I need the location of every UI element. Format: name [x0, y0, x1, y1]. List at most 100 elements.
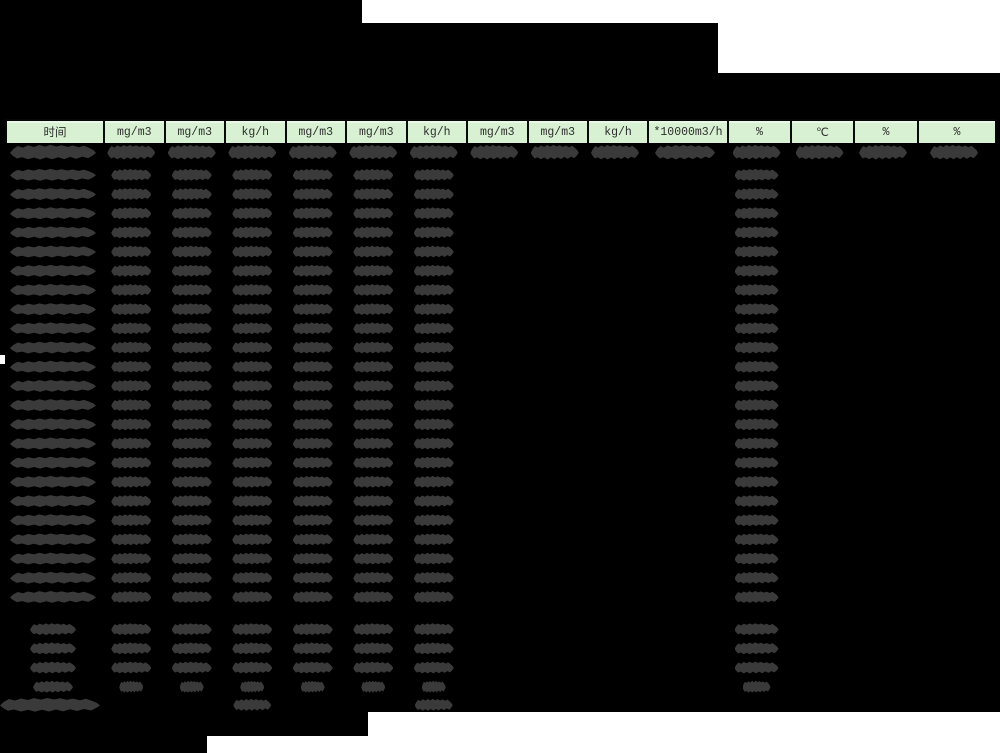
table-cell — [645, 184, 725, 203]
table-cell — [5, 511, 101, 530]
table-cell — [915, 242, 993, 261]
table-cell — [343, 280, 404, 299]
redacted-value — [232, 437, 273, 450]
table-cell — [725, 144, 788, 165]
table-cell — [788, 395, 851, 414]
table-cell — [915, 184, 993, 203]
redacted-value — [413, 226, 454, 239]
table-cell — [788, 184, 851, 203]
table-cell — [525, 472, 586, 491]
redacted-value — [171, 226, 212, 239]
table-cell — [162, 376, 223, 395]
table-cell — [851, 472, 915, 491]
page-edge-notch — [0, 355, 5, 364]
table-cell — [725, 261, 788, 280]
redacted-value — [413, 360, 454, 373]
table-cell — [645, 376, 725, 395]
redacted-value — [734, 533, 779, 546]
redacted-value — [413, 418, 454, 431]
redacted-value — [111, 360, 152, 373]
table-cell — [101, 511, 162, 530]
table-cell — [464, 568, 525, 587]
total-row — [0, 696, 997, 713]
table-cell — [851, 338, 915, 357]
table-cell — [5, 472, 101, 491]
redacted-value — [591, 144, 639, 160]
redacted-value — [10, 360, 96, 373]
redacted-value — [413, 284, 454, 296]
redacted-value — [734, 418, 779, 431]
table-cell — [5, 280, 101, 299]
table-cell — [283, 453, 344, 472]
table-cell — [5, 300, 101, 319]
table-cell — [645, 415, 725, 434]
table-cell — [101, 280, 162, 299]
redacted-value — [171, 456, 212, 469]
table-cell — [5, 204, 101, 223]
table-cell — [343, 357, 404, 376]
redacted-value — [171, 188, 212, 200]
table-cell — [464, 453, 525, 472]
table-cell — [725, 530, 788, 549]
table-cell — [525, 415, 586, 434]
redacted-value — [413, 533, 454, 546]
table-cell — [404, 242, 465, 261]
redacted-value — [171, 661, 212, 674]
redacted-value — [930, 144, 978, 160]
table-cell — [404, 144, 465, 165]
column-header-label: mg/m3 — [116, 125, 152, 139]
redacted-value — [171, 642, 212, 655]
table-cell — [464, 620, 525, 639]
redacted-value — [111, 341, 152, 354]
table-cell — [222, 620, 283, 639]
data-row — [5, 357, 997, 376]
table-cell — [101, 165, 162, 184]
table-cell — [525, 204, 586, 223]
column-header-label: 时间 — [43, 127, 67, 140]
column-header-11: % — [727, 121, 790, 143]
table-cell — [283, 204, 344, 223]
redacted-value — [734, 514, 779, 527]
table-cell — [464, 184, 525, 203]
table-cell — [404, 453, 465, 472]
table-cell — [222, 415, 283, 434]
redacted-value — [353, 226, 394, 239]
table-cell — [404, 338, 465, 357]
redacted-value — [228, 144, 277, 160]
redacted-value — [353, 168, 394, 181]
redacted-value — [232, 322, 273, 335]
table-cell — [725, 472, 788, 491]
table-cell — [162, 242, 223, 261]
table-cell — [464, 300, 525, 319]
redacted-value — [10, 399, 96, 412]
table-cell — [162, 549, 223, 568]
table-cell — [851, 639, 915, 658]
table-cell — [851, 357, 915, 376]
table-cell — [404, 357, 465, 376]
table-cell — [222, 376, 283, 395]
column-header-label: kg/h — [241, 125, 270, 139]
redacted-value — [413, 303, 454, 316]
data-row — [5, 472, 997, 491]
table-cell — [162, 280, 223, 299]
redacted-value — [171, 437, 212, 450]
table-cell — [525, 376, 586, 395]
table-cell — [525, 549, 586, 568]
table-cell — [645, 300, 725, 319]
table-cell — [283, 242, 344, 261]
table-cell — [788, 144, 851, 165]
redacted-value — [734, 168, 779, 181]
redacted-value — [232, 399, 273, 412]
table-cell — [525, 511, 586, 530]
table-cell — [222, 434, 283, 453]
table-cell — [404, 319, 465, 338]
table-cell — [915, 300, 993, 319]
redacted-value — [111, 379, 152, 392]
table-cell — [162, 696, 223, 713]
redacted-value — [171, 571, 212, 584]
redacted-value — [292, 591, 333, 603]
table-cell — [343, 511, 404, 530]
table-cell — [725, 491, 788, 510]
table-cell — [645, 549, 725, 568]
table-cell — [343, 261, 404, 280]
